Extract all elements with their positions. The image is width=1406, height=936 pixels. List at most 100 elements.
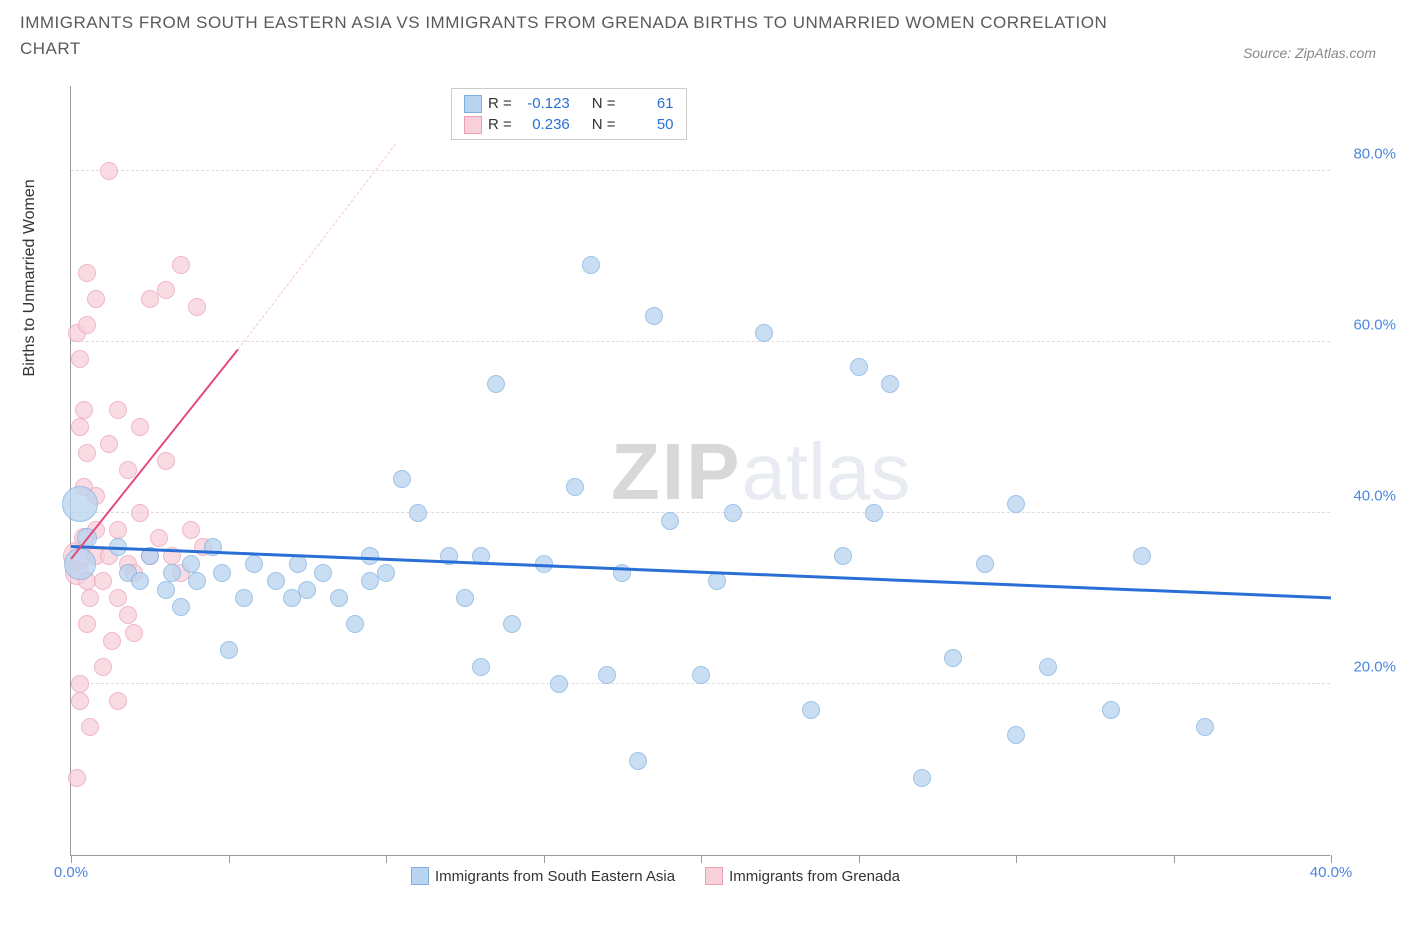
- data-point: [1196, 718, 1214, 736]
- data-point: [724, 504, 742, 522]
- data-point: [103, 632, 121, 650]
- data-point: [71, 692, 89, 710]
- trend-line: [238, 144, 396, 350]
- x-tick: [1016, 855, 1017, 863]
- legend-item-series-a: Immigrants from South Eastern Asia: [411, 867, 675, 885]
- data-point: [109, 521, 127, 539]
- data-point: [94, 572, 112, 590]
- data-point: [81, 718, 99, 736]
- data-point: [78, 264, 96, 282]
- data-point: [289, 555, 307, 573]
- data-point: [172, 256, 190, 274]
- data-point: [172, 598, 190, 616]
- data-point: [119, 606, 137, 624]
- x-tick: [544, 855, 545, 863]
- data-point: [1102, 701, 1120, 719]
- data-point: [78, 444, 96, 462]
- data-point: [87, 290, 105, 308]
- chart-title: IMMIGRANTS FROM SOUTH EASTERN ASIA VS IM…: [20, 10, 1120, 61]
- data-point: [881, 375, 899, 393]
- data-point: [346, 615, 364, 633]
- data-point: [109, 401, 127, 419]
- gridline: [71, 170, 1330, 171]
- data-point: [1007, 726, 1025, 744]
- data-point: [550, 675, 568, 693]
- data-point: [598, 666, 616, 684]
- data-point: [94, 658, 112, 676]
- data-point: [1133, 547, 1151, 565]
- data-point: [692, 666, 710, 684]
- x-tick: [701, 855, 702, 863]
- data-point: [802, 701, 820, 719]
- data-point: [582, 256, 600, 274]
- data-point: [850, 358, 868, 376]
- y-axis-title: Births to Unmarried Women: [21, 179, 39, 376]
- y-tick-label: 20.0%: [1353, 658, 1396, 675]
- data-point: [62, 486, 98, 522]
- data-point: [1007, 495, 1025, 513]
- watermark: ZIPatlas: [611, 426, 910, 518]
- swatch-series-a: [464, 95, 482, 113]
- data-point: [645, 307, 663, 325]
- data-point: [661, 512, 679, 530]
- data-point: [235, 589, 253, 607]
- correlation-chart: Births to Unmarried Women ZIPatlas R = -…: [10, 66, 1396, 926]
- swatch-icon: [705, 867, 723, 885]
- data-point: [377, 564, 395, 582]
- data-point: [182, 555, 200, 573]
- y-tick-label: 80.0%: [1353, 145, 1396, 162]
- data-point: [64, 548, 96, 580]
- data-point: [157, 281, 175, 299]
- data-point: [157, 452, 175, 470]
- x-tick: [1174, 855, 1175, 863]
- data-point: [330, 589, 348, 607]
- data-point: [409, 504, 427, 522]
- data-point: [944, 649, 962, 667]
- data-point: [100, 435, 118, 453]
- data-point: [131, 572, 149, 590]
- data-point: [503, 615, 521, 633]
- y-tick-label: 60.0%: [1353, 316, 1396, 333]
- data-point: [131, 418, 149, 436]
- data-point: [361, 547, 379, 565]
- data-point: [78, 615, 96, 633]
- data-point: [755, 324, 773, 342]
- data-point: [865, 504, 883, 522]
- x-tick: [1331, 855, 1332, 863]
- x-tick: [386, 855, 387, 863]
- data-point: [1039, 658, 1057, 676]
- data-point: [629, 752, 647, 770]
- data-point: [213, 564, 231, 582]
- data-point: [131, 504, 149, 522]
- data-point: [71, 675, 89, 693]
- data-point: [188, 298, 206, 316]
- data-point: [472, 658, 490, 676]
- data-point: [109, 692, 127, 710]
- data-point: [566, 478, 584, 496]
- data-point: [78, 316, 96, 334]
- data-point: [393, 470, 411, 488]
- data-point: [188, 572, 206, 590]
- data-point: [150, 529, 168, 547]
- data-point: [708, 572, 726, 590]
- data-point: [182, 521, 200, 539]
- data-point: [456, 589, 474, 607]
- data-point: [298, 581, 316, 599]
- data-point: [109, 589, 127, 607]
- data-point: [245, 555, 263, 573]
- plot-area: ZIPatlas R = -0.123 N = 61 R = 0.236 N =…: [70, 86, 1330, 856]
- gridline: [71, 512, 1330, 513]
- data-point: [75, 401, 93, 419]
- source-credit: Source: ZipAtlas.com: [1243, 45, 1376, 61]
- data-point: [157, 581, 175, 599]
- x-tick-label: 40.0%: [1310, 864, 1353, 881]
- x-tick: [229, 855, 230, 863]
- stats-legend-box: R = -0.123 N = 61 R = 0.236 N = 50: [451, 88, 687, 140]
- legend-item-series-b: Immigrants from Grenada: [705, 867, 900, 885]
- data-point: [81, 589, 99, 607]
- x-tick: [859, 855, 860, 863]
- data-point: [71, 350, 89, 368]
- x-tick-label: 0.0%: [54, 864, 88, 881]
- data-point: [100, 162, 118, 180]
- legend-bottom: Immigrants from South Eastern Asia Immig…: [411, 867, 900, 885]
